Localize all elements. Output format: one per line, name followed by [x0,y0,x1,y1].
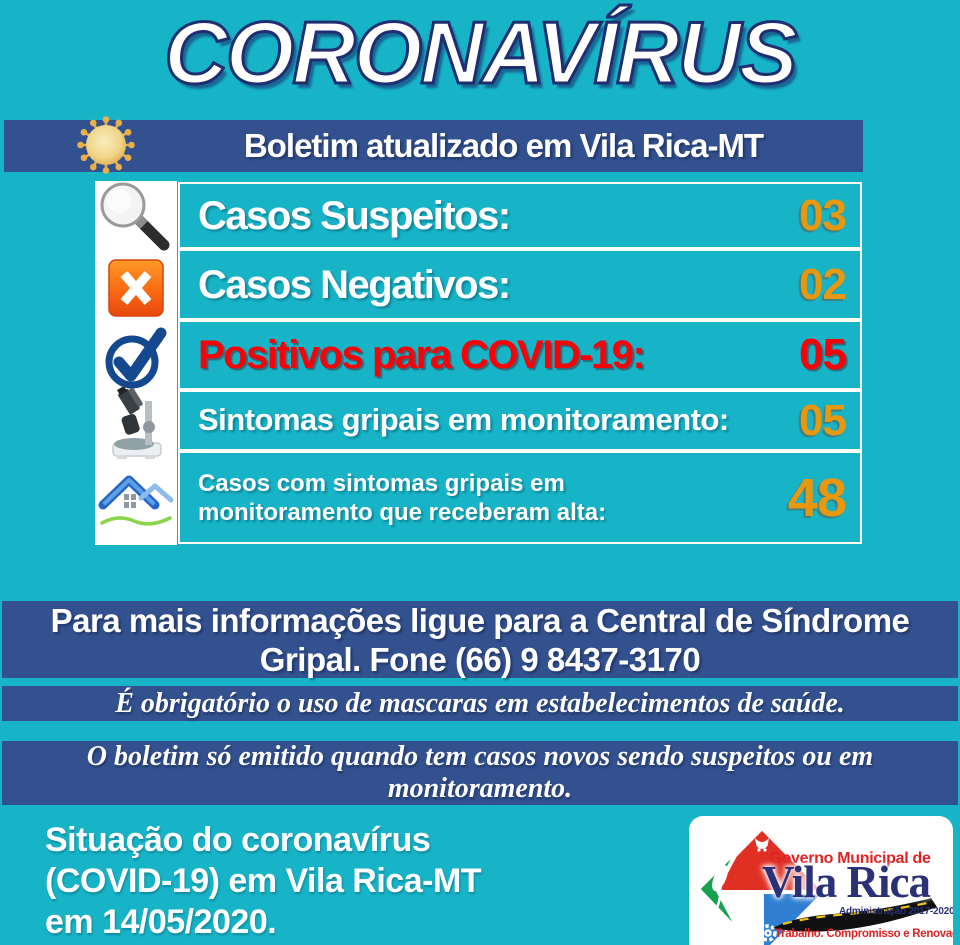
header-banner-label: Boletim atualizado em Vila Rica-MT [243,127,764,164]
situation-line: (COVID-19) em Vila Rica-MT [45,862,482,900]
masks-banner: É obrigatório o uso de mascaras em estab… [2,686,958,721]
municipal-logo: Governo Municipal de Vila Rica Administr… [689,816,953,945]
logo-city-name: Vila Rica [761,857,931,907]
stat-row-monitoring: Sintomas gripais em monitoramento: 05 [178,390,862,451]
stat-label: Casos Negativos: [198,262,511,307]
checkmark-icon [95,324,177,390]
stat-label: Casos com sintomas gripais em monitorame… [198,469,607,526]
stat-row-negative: Casos Negativos: 02 [178,249,862,320]
magnifier-icon [95,181,177,253]
header-banner: Boletim atualizado em Vila Rica-MT [4,120,863,172]
bulletin-banner-text: O boletim só emitido quando tem casos no… [86,741,874,804]
stat-row-suspected: Casos Suspeitos: 03 [178,182,862,249]
stat-value: 05 [799,395,847,445]
logo-slogan-text: Trabalho. Compromisso e Renovação [775,928,953,940]
logo-emblem-graphic [696,826,937,945]
stats-icon-column [95,181,177,545]
page-title: CORONAVÍRUS [163,2,800,104]
logo-administration-text: Administração 2017-2020 [839,906,953,917]
stat-label: Casos Suspeitos: [198,193,511,238]
logo-government-text: Governo Municipal de [769,850,931,867]
stat-value: 02 [799,259,847,309]
stat-row-positive: Positivos para COVID-19: 05 [178,320,862,390]
contact-banner: Para mais informações ligue para a Centr… [2,601,958,678]
stat-value: 48 [787,467,847,528]
situation-line: em 14/05/2020. [45,903,277,941]
bulletin-banner: O boletim só emitido quando tem casos no… [2,741,958,805]
situation-text: Situação do coronavírus (COVID-19) em Vi… [45,820,482,943]
microscope-icon [95,387,177,461]
stat-label: Positivos para COVID-19: [198,333,646,377]
stat-row-discharged: Casos com sintomas gripais em monitorame… [178,451,862,544]
masks-banner-text: É obrigatório o uso de mascaras em estab… [115,687,845,719]
contact-banner-text: Para mais informações ligue para a Centr… [50,601,910,678]
stat-value: 03 [799,190,847,240]
house-icon [95,467,177,531]
stat-label: Sintomas gripais em monitoramento: [198,402,729,438]
virus-icon [77,116,135,174]
situation-line: Situação do coronavírus [45,821,431,859]
x-mark-icon [95,258,177,318]
stat-value: 05 [799,330,847,379]
